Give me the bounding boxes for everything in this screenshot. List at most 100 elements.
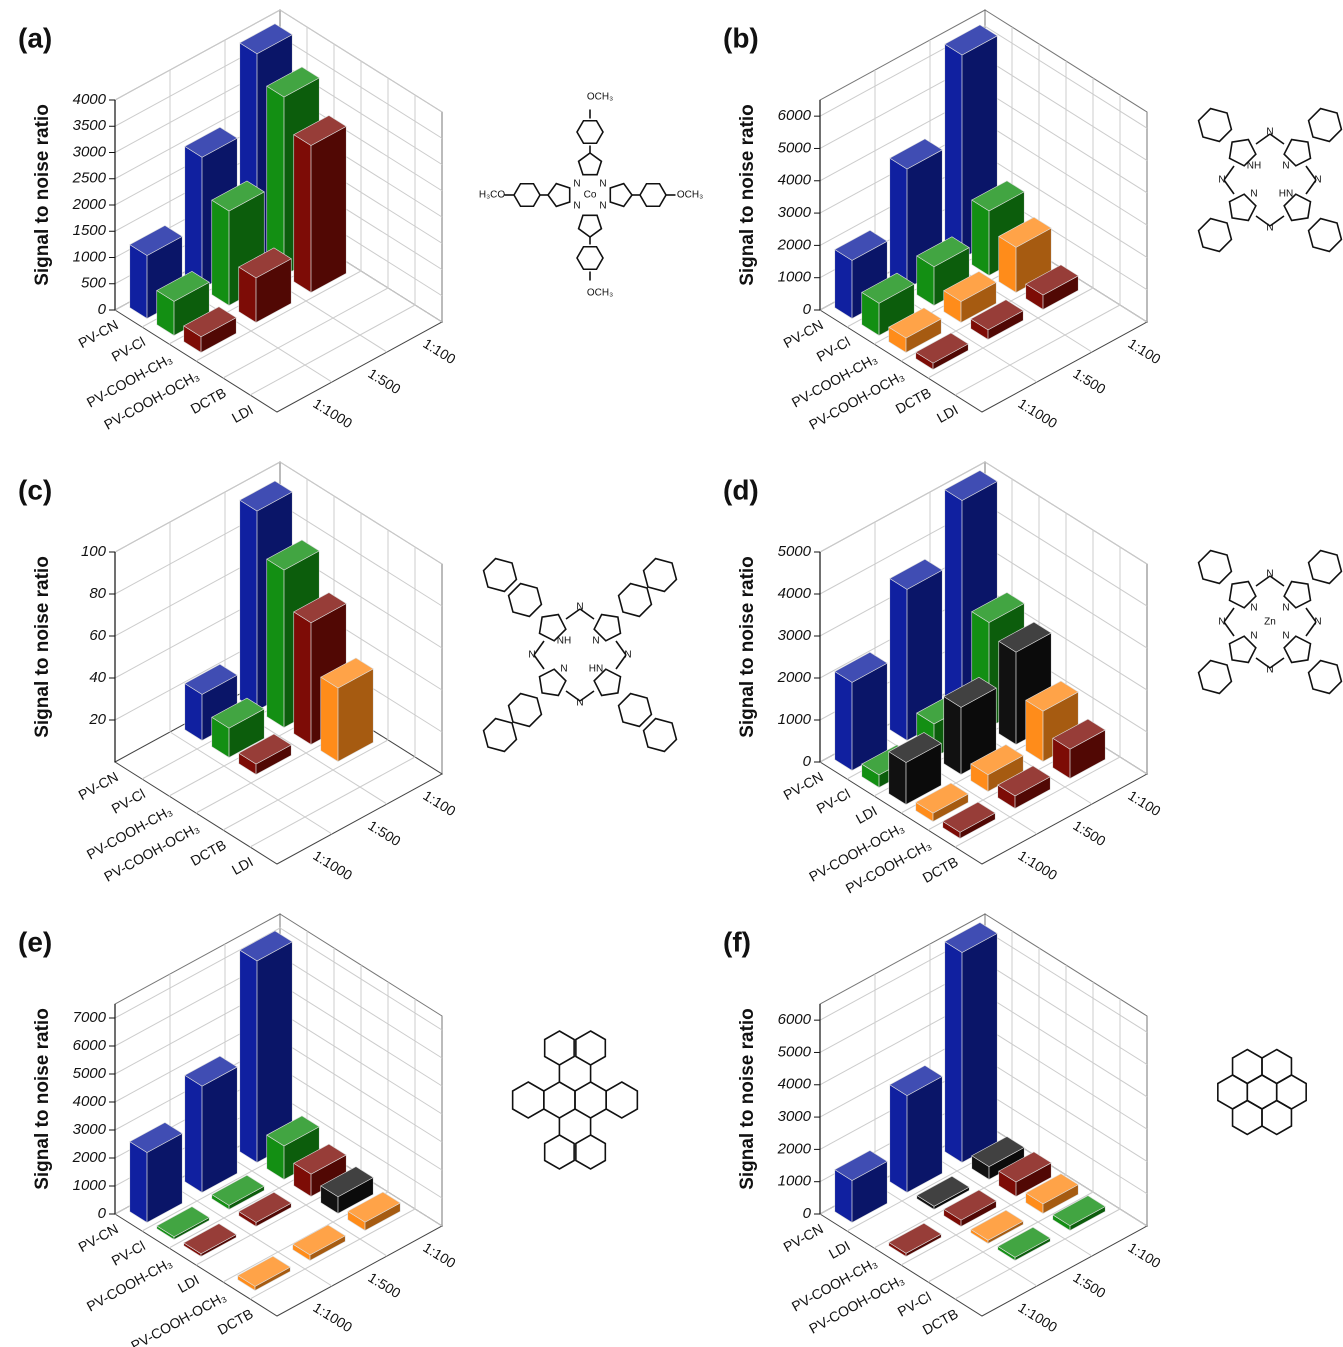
molecule-label: N bbox=[560, 664, 567, 675]
molecule-label: N bbox=[576, 698, 583, 709]
category-label: PV-Cl bbox=[109, 785, 148, 816]
bar-face bbox=[130, 245, 147, 319]
molecule-label: N bbox=[1250, 189, 1257, 200]
bar-face bbox=[890, 578, 907, 740]
panel-label: (d) bbox=[723, 474, 759, 505]
molecule-label: N bbox=[573, 179, 580, 190]
y-tick-label: 3000 bbox=[73, 143, 107, 160]
ring bbox=[544, 1082, 575, 1118]
y-tick-label: 1000 bbox=[73, 248, 107, 265]
bar-face bbox=[945, 490, 962, 711]
bar bbox=[294, 115, 346, 292]
category-label: LDI bbox=[229, 853, 256, 878]
molecule-label: N bbox=[624, 650, 631, 661]
ratio-label: 1:500 bbox=[365, 817, 403, 849]
y-tick-label: 80 bbox=[89, 585, 106, 602]
molecule-label: HN bbox=[589, 664, 603, 675]
ring bbox=[548, 184, 570, 207]
y-tick-label: 3000 bbox=[778, 627, 812, 644]
bar bbox=[945, 922, 997, 1162]
molecule-label: NH bbox=[1247, 161, 1261, 172]
ratio-label: 1:500 bbox=[1070, 817, 1108, 849]
molecule-label: N bbox=[1282, 161, 1289, 172]
y-tick-label: 5000 bbox=[778, 1043, 812, 1060]
molecule-label: H₃CO bbox=[479, 190, 506, 201]
y-tick-label: 5000 bbox=[778, 139, 812, 156]
y-tick-label: 2000 bbox=[777, 1140, 812, 1157]
ring bbox=[545, 1135, 574, 1169]
bar-side bbox=[962, 933, 997, 1162]
y-tick-label: 60 bbox=[89, 627, 106, 644]
bar-side bbox=[311, 126, 346, 292]
bar bbox=[321, 658, 373, 762]
bar-face bbox=[835, 671, 852, 770]
y-tick-label: 6000 bbox=[778, 107, 812, 124]
ring bbox=[619, 584, 652, 617]
ring bbox=[577, 247, 603, 270]
y-tick-label: 1000 bbox=[778, 269, 812, 286]
category-label: PV-Cl bbox=[895, 1288, 934, 1319]
molecule-label: N bbox=[1314, 175, 1321, 186]
y-tick-label: 0 bbox=[803, 301, 812, 318]
category-label: PV-Cl bbox=[109, 333, 148, 364]
ring bbox=[577, 121, 603, 144]
category-label: DCTB bbox=[188, 384, 229, 416]
y-tick-label: 7000 bbox=[73, 1009, 107, 1026]
y-tick-label: 4000 bbox=[778, 1076, 812, 1093]
y-axis-title: Signal to noise ratio bbox=[32, 104, 53, 286]
molecule-label: N bbox=[1314, 617, 1321, 628]
ratio-label: 1:500 bbox=[365, 1269, 403, 1301]
ring bbox=[644, 719, 677, 752]
ring bbox=[545, 1031, 574, 1065]
y-tick-label: 1000 bbox=[778, 711, 812, 728]
y-axis-title: Signal to noise ratio bbox=[32, 1008, 53, 1190]
ring bbox=[579, 153, 602, 175]
bar-face bbox=[972, 200, 989, 275]
category-label: LDI bbox=[175, 1271, 202, 1296]
y-tick-label: 500 bbox=[81, 275, 107, 292]
ring bbox=[1309, 109, 1342, 142]
category-label: PV-CN bbox=[76, 1220, 121, 1255]
bar-face bbox=[267, 559, 284, 727]
ring bbox=[1233, 1050, 1262, 1084]
bar bbox=[130, 1122, 182, 1222]
ratio-label: 1:100 bbox=[420, 1239, 458, 1271]
ring bbox=[606, 1082, 637, 1118]
bar-face bbox=[944, 696, 961, 774]
ring bbox=[576, 1135, 605, 1169]
y-tick-label: 100 bbox=[81, 543, 107, 560]
y-tick-label: 2000 bbox=[72, 196, 107, 213]
category-label: DCTB bbox=[920, 1305, 961, 1337]
ratio-label: 1:1000 bbox=[310, 847, 355, 883]
y-tick-label: 6000 bbox=[73, 1037, 107, 1054]
ratio-label: 1:100 bbox=[1125, 787, 1163, 819]
category-label: LDI bbox=[853, 802, 880, 827]
bar-face bbox=[945, 942, 962, 1163]
ring bbox=[575, 1082, 606, 1118]
molecule-label: N bbox=[1266, 569, 1273, 580]
category-label: PV-Cl bbox=[109, 1237, 148, 1268]
ring bbox=[1199, 661, 1232, 694]
molecule-label: N bbox=[528, 650, 535, 661]
panel-label: (b) bbox=[723, 22, 759, 53]
y-tick-label: 1000 bbox=[778, 1173, 812, 1190]
ratio-label: 1:500 bbox=[365, 365, 403, 397]
ratio-label: 1:500 bbox=[1070, 365, 1108, 397]
bar-face bbox=[240, 500, 257, 710]
y-axis-title: Signal to noise ratio bbox=[32, 556, 53, 738]
category-label: PV-CN bbox=[76, 316, 121, 351]
category-label: PV-CN bbox=[781, 1220, 826, 1255]
bar bbox=[890, 1066, 942, 1193]
category-label: LDI bbox=[826, 1237, 853, 1262]
bar bbox=[835, 652, 887, 770]
molecule-label: N bbox=[1250, 631, 1257, 642]
y-tick-label: 1500 bbox=[73, 222, 107, 239]
ring bbox=[484, 719, 517, 752]
ratio-label: 1:1000 bbox=[1015, 395, 1060, 431]
ring bbox=[1199, 551, 1232, 584]
category-label: DCTB bbox=[188, 836, 229, 868]
ring bbox=[576, 1031, 605, 1065]
category-label: PV-CN bbox=[781, 768, 826, 803]
ring bbox=[644, 559, 677, 592]
y-tick-label: 0 bbox=[803, 753, 812, 770]
